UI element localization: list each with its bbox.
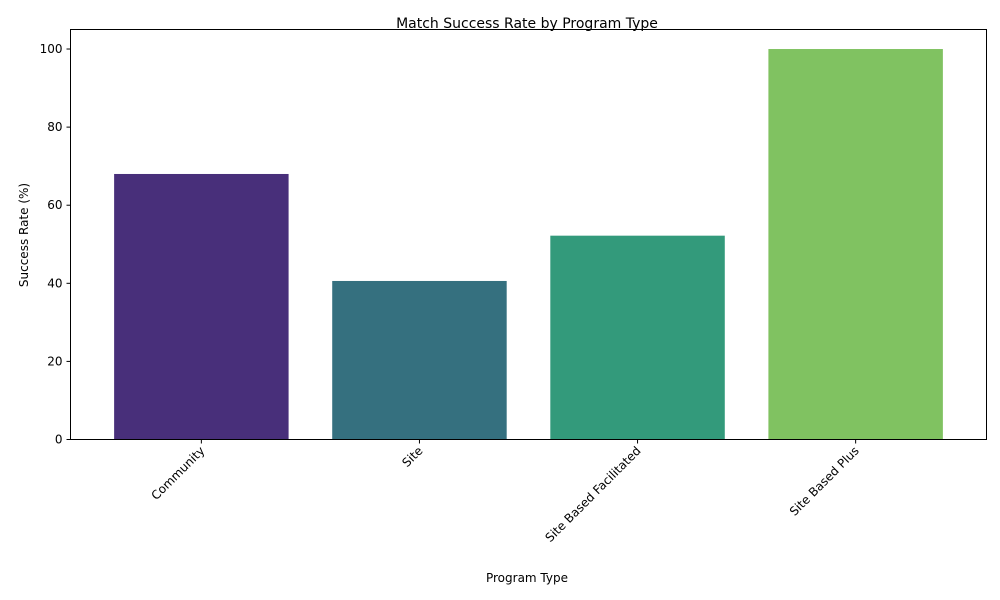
y-tick-label: 20	[47, 354, 62, 368]
bar-community	[114, 173, 289, 440]
y-tick-label: 0	[55, 433, 63, 447]
x-tick-label: Site Based Facilitated	[543, 444, 644, 545]
plot-frame	[70, 29, 987, 440]
bar-site	[332, 280, 507, 440]
chart-title: Match Success Rate by Program Type	[396, 16, 658, 32]
bar-site-based-plus	[768, 49, 943, 440]
bars-group	[114, 49, 943, 440]
y-tick-label: 80	[47, 120, 62, 134]
y-tick-label: 40	[47, 276, 62, 290]
x-axis: Community Site Site Based Facilitated Site …	[148, 439, 862, 545]
x-tick-label: Community	[148, 444, 207, 503]
y-tick-label: 100	[40, 42, 63, 56]
x-tick-label: Site Based Plus	[787, 444, 862, 519]
y-tick-label: 60	[47, 198, 62, 212]
x-tick-label: Site	[399, 444, 425, 470]
y-axis-label: Success Rate (%)	[17, 183, 31, 287]
bar-site-based-facilitated	[550, 235, 725, 440]
y-axis: 0 20 40 60 80 100	[40, 42, 71, 447]
x-axis-label: Program Type	[486, 571, 568, 585]
